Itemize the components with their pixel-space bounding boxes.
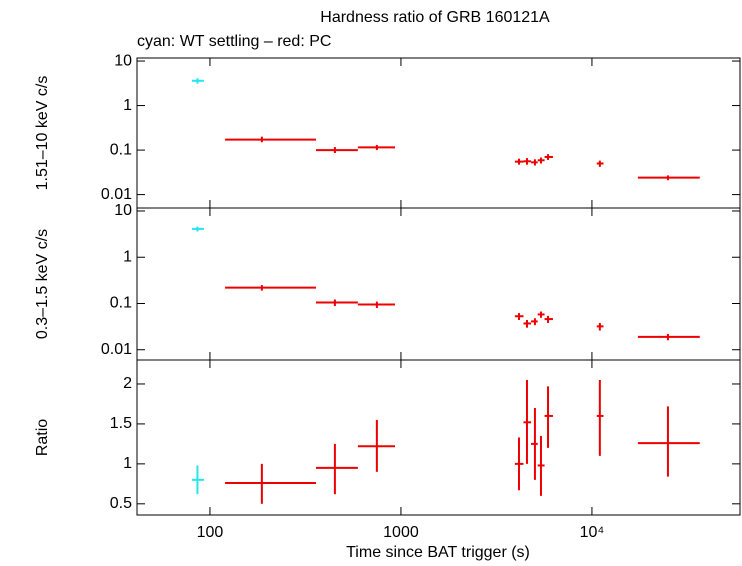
y-tick-label: 0.01: [101, 186, 132, 203]
y-tick-label: 10: [114, 52, 132, 69]
y-tick-label: 1: [123, 248, 132, 265]
y-tick-label: 0.5: [110, 495, 132, 512]
x-axis-label: Time since BAT trigger (s): [346, 544, 530, 561]
y-axis-label: 0.3–1.5 keV c/s: [34, 229, 51, 339]
y-tick-label: 1.5: [110, 415, 132, 432]
y-tick-label: 2: [123, 375, 132, 392]
y-tick-label: 1: [123, 455, 132, 472]
chart-subtitle: cyan: WT settling – red: PC: [137, 33, 331, 50]
panel-frame: [136, 359, 741, 516]
x-tick-label: 1000: [383, 524, 419, 541]
y-tick-label: 0.01: [101, 341, 132, 358]
y-axis-label: 1.51–10 keV c/s: [34, 76, 51, 191]
y-tick-label: 0.1: [110, 295, 132, 312]
y-tick-label: 1: [123, 97, 132, 114]
y-axis-label: Ratio: [34, 419, 51, 456]
chart-title: Hardness ratio of GRB 160121A: [320, 9, 550, 26]
x-tick-label: 100: [197, 524, 224, 541]
y-tick-label: 0.1: [110, 141, 132, 158]
y-tick-label: 10: [114, 202, 132, 219]
x-tick-label: 10⁴: [580, 524, 605, 541]
